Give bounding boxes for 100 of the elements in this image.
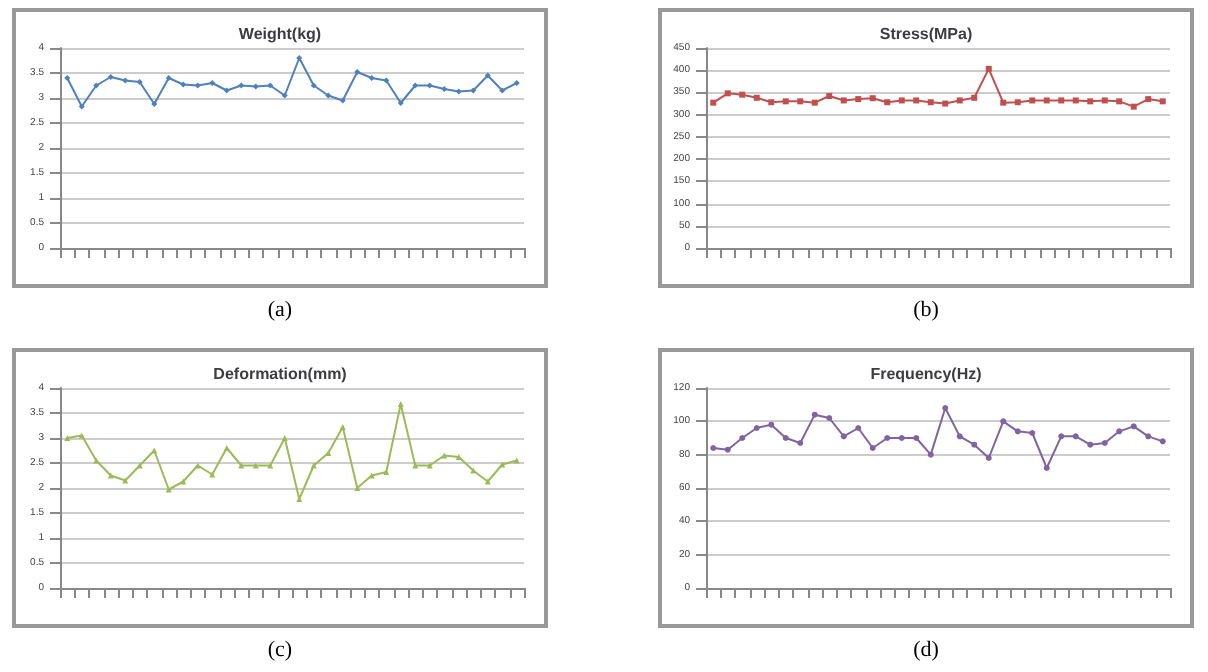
point <box>840 433 847 440</box>
point <box>1130 103 1137 110</box>
point <box>985 455 992 461</box>
point <box>397 401 404 407</box>
point <box>913 97 920 104</box>
point <box>136 79 143 85</box>
point <box>151 447 158 454</box>
point <box>1145 96 1152 103</box>
text: (a) <box>265 298 295 322</box>
point <box>724 90 731 97</box>
point <box>1043 97 1050 104</box>
point <box>811 99 818 106</box>
point <box>1101 97 1108 104</box>
point <box>753 425 760 431</box>
point <box>252 83 259 90</box>
point <box>339 97 346 104</box>
point <box>1029 97 1036 104</box>
point <box>484 478 491 485</box>
point <box>1058 97 1065 104</box>
point <box>1014 428 1021 435</box>
point <box>710 445 717 451</box>
point <box>93 457 100 464</box>
point <box>470 467 477 474</box>
point <box>513 457 520 464</box>
point <box>310 462 317 469</box>
point <box>441 452 448 459</box>
point <box>397 100 404 106</box>
point <box>1159 98 1166 105</box>
point <box>855 96 862 103</box>
point <box>165 75 172 81</box>
point <box>499 461 506 468</box>
point <box>971 94 978 101</box>
point <box>325 450 332 456</box>
point <box>956 433 963 440</box>
chart-title: Frequency(Hz) <box>870 365 983 383</box>
point <box>855 425 862 431</box>
point <box>122 477 129 484</box>
point <box>107 472 114 479</box>
point <box>368 472 375 479</box>
point <box>470 87 477 94</box>
point <box>1000 99 1007 106</box>
point <box>1014 99 1021 106</box>
line-series <box>64 401 520 502</box>
point <box>412 462 419 469</box>
point <box>194 462 201 469</box>
point <box>64 75 71 81</box>
point <box>797 440 804 446</box>
point <box>209 471 216 478</box>
point <box>898 97 905 104</box>
text: (b) <box>911 298 941 322</box>
point <box>426 462 433 469</box>
point <box>1087 441 1094 448</box>
point <box>122 77 129 84</box>
chart-title: Deformation(mm) <box>213 365 348 383</box>
point <box>1087 98 1094 105</box>
point <box>1159 438 1166 445</box>
point <box>739 91 746 98</box>
point <box>281 92 288 99</box>
point <box>165 486 172 493</box>
point <box>1101 440 1108 446</box>
point <box>884 99 891 106</box>
point <box>1145 433 1152 440</box>
point <box>136 462 143 469</box>
point <box>753 94 760 101</box>
point <box>869 95 876 102</box>
text: (c) <box>265 638 295 662</box>
point <box>942 100 949 107</box>
point <box>180 478 187 485</box>
point <box>942 405 949 411</box>
point <box>768 99 775 106</box>
point <box>223 445 230 451</box>
point <box>811 411 818 418</box>
point <box>913 435 920 441</box>
point <box>1116 98 1123 105</box>
point <box>412 82 419 89</box>
point <box>768 421 775 428</box>
point <box>1058 433 1065 440</box>
point <box>325 92 332 99</box>
chart-title: Stress(MPa) <box>879 25 973 43</box>
point <box>1029 430 1036 436</box>
point <box>194 82 201 89</box>
point <box>78 103 85 110</box>
point <box>441 86 448 92</box>
point <box>826 415 833 421</box>
point <box>869 445 876 451</box>
point <box>252 462 259 469</box>
point <box>78 432 85 439</box>
text: (d) <box>911 638 941 662</box>
point <box>1000 418 1007 425</box>
point <box>267 82 274 89</box>
point <box>296 55 303 61</box>
point <box>107 74 114 80</box>
point <box>455 454 462 460</box>
point <box>710 99 717 106</box>
point <box>724 446 731 453</box>
point <box>971 441 978 448</box>
point <box>739 435 746 441</box>
point <box>1043 465 1050 471</box>
point <box>180 81 187 88</box>
point <box>499 87 506 94</box>
